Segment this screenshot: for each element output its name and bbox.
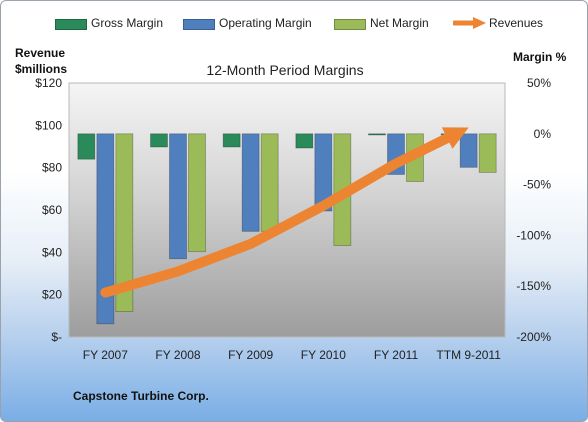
bar-net-margin-fy-2008 [188, 133, 206, 253]
left-tick-label: $20 [42, 288, 62, 302]
x-axis-ticks: FY 2007 FY 2008 FY 2009 FY 2010 FY 2011 TTM 9… [83, 348, 501, 362]
chart-svg: 12-Month Period Margins $- $20 $40 $60 $80 $1… [35, 62, 551, 362]
left-tick-label: $- [51, 330, 62, 344]
right-axis-ticks: -200% -150% -100% -50% 0% 50% [516, 76, 551, 344]
right-tick-label: 0% [534, 127, 552, 141]
bar-net-margin-ttm-9-2011 [478, 133, 497, 173]
revenue-arrowhead [441, 127, 469, 149]
revenue-line [100, 132, 454, 298]
x-tick-label: FY 2010 [301, 348, 346, 362]
legend-label-operating-margin: Operating Margin [219, 16, 312, 30]
plot-area [68, 82, 506, 338]
bar-net-margin-fy-2007 [115, 133, 134, 313]
legend-label-net-margin: Net Margin [370, 16, 429, 30]
bar-gross-margin-fy-2011 [368, 133, 386, 136]
legend-arrow-revenues [453, 17, 486, 29]
left-tick-label: $60 [42, 203, 62, 217]
bar-operating-margin-ttm-9-2011 [459, 133, 478, 168]
company-name: Capstone Turbine Corp. [73, 389, 209, 403]
left-tick-label: $120 [35, 76, 62, 90]
bar-operating-margin-fy-2008 [169, 133, 187, 260]
bar-gross-margin-fy-2009 [222, 133, 241, 148]
legend-swatch-gross-margin [55, 19, 87, 30]
right-tick-label: -100% [516, 228, 551, 242]
x-tick-label: FY 2009 [228, 348, 273, 362]
legend-label-gross-margin: Gross Margin [91, 16, 164, 30]
right-tick-label: -50% [523, 178, 551, 192]
bar-operating-margin-fy-2009 [241, 133, 260, 232]
chart-title: 12-Month Period Margins [206, 62, 363, 78]
revenue-line-group [100, 127, 469, 298]
bar-operating-margin-fy-2007 [96, 133, 115, 325]
right-axis-title: Margin % [513, 50, 567, 64]
left-tick-label: $80 [42, 161, 62, 175]
x-tick-label: FY 2007 [83, 348, 128, 362]
bar-net-margin-fy-2009 [260, 133, 279, 232]
right-tick-label: -200% [516, 330, 551, 344]
x-tick-label: FY 2008 [155, 348, 200, 362]
x-tick-label: FY 2011 [374, 348, 419, 362]
x-tick-label: TTM 9-2011 [436, 348, 501, 362]
legend-swatch-operating-margin [183, 19, 215, 30]
left-tick-label: $40 [42, 245, 62, 259]
bar-gross-margin-fy-2008 [150, 133, 168, 148]
bar-gross-margin-fy-2010 [295, 133, 314, 149]
legend-swatch-net-margin [334, 19, 366, 30]
left-axis-title: Revenue $millions [15, 45, 67, 77]
left-axis-title-line2: $millions [15, 62, 68, 76]
left-tick-label: $100 [35, 118, 62, 132]
right-tick-label: 50% [527, 76, 551, 90]
left-axis-ticks: $- $20 $40 $60 $80 $100 $120 [35, 76, 62, 344]
left-axis-title-line1: Revenue [15, 46, 66, 60]
legend-label-revenues: Revenues [489, 16, 544, 30]
right-tick-label: -150% [516, 279, 551, 293]
bar-gross-margin-fy-2007 [77, 133, 96, 160]
